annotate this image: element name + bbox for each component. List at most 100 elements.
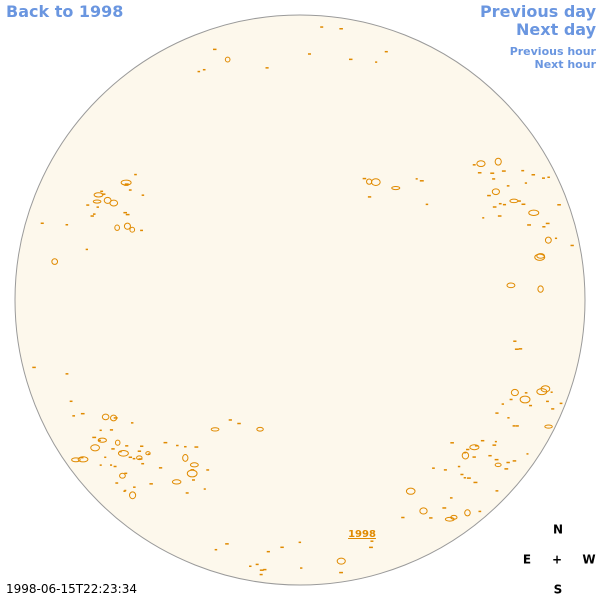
contour bbox=[92, 436, 97, 439]
contour bbox=[137, 450, 142, 452]
contour bbox=[176, 444, 179, 447]
contour bbox=[521, 203, 526, 206]
contour bbox=[185, 492, 189, 494]
contour bbox=[237, 422, 241, 425]
back-to-year-link[interactable]: Back to 1998 bbox=[6, 2, 124, 21]
contour bbox=[524, 182, 528, 184]
contour bbox=[339, 28, 343, 30]
contour bbox=[557, 204, 561, 206]
contour bbox=[494, 458, 499, 461]
contour bbox=[415, 178, 418, 180]
year-link[interactable]: 1998 bbox=[348, 529, 376, 540]
contour bbox=[524, 392, 528, 394]
contour bbox=[213, 48, 217, 51]
contour bbox=[466, 448, 470, 451]
contour bbox=[477, 172, 482, 174]
contour bbox=[527, 224, 532, 226]
contour bbox=[375, 61, 378, 63]
contour bbox=[497, 215, 502, 217]
contour bbox=[528, 209, 540, 217]
solar-disk bbox=[14, 14, 586, 586]
contour bbox=[128, 456, 133, 459]
contour bbox=[171, 479, 182, 485]
contour bbox=[384, 50, 388, 53]
contour bbox=[259, 569, 264, 571]
contour bbox=[92, 213, 96, 215]
contour bbox=[509, 198, 519, 204]
contour bbox=[163, 441, 168, 444]
contour bbox=[370, 540, 374, 542]
contour bbox=[492, 178, 496, 180]
contour bbox=[117, 449, 129, 457]
contour bbox=[114, 439, 121, 446]
previous-day-link[interactable]: Previous day bbox=[479, 2, 596, 21]
contour bbox=[149, 483, 153, 485]
contour bbox=[141, 194, 145, 196]
contour bbox=[123, 222, 131, 230]
contour bbox=[115, 482, 119, 484]
contour bbox=[90, 215, 94, 217]
contour bbox=[129, 226, 136, 233]
next-hour-link[interactable]: Next hour bbox=[534, 58, 597, 71]
contour bbox=[478, 510, 482, 513]
contour bbox=[546, 400, 549, 403]
contour bbox=[186, 469, 198, 478]
contour bbox=[97, 437, 107, 443]
contour bbox=[495, 490, 499, 492]
contour bbox=[515, 425, 519, 427]
contour bbox=[391, 185, 401, 191]
contour bbox=[203, 488, 206, 490]
previous-hour-link[interactable]: Previous hour bbox=[509, 45, 596, 58]
contour bbox=[228, 419, 232, 421]
contour bbox=[206, 469, 210, 471]
compass-east: E bbox=[523, 553, 531, 567]
contour bbox=[469, 444, 480, 451]
contour bbox=[551, 408, 555, 410]
contour bbox=[494, 440, 497, 443]
contour bbox=[40, 222, 44, 225]
contour bbox=[158, 467, 163, 469]
contour bbox=[111, 448, 115, 450]
contour bbox=[71, 457, 81, 463]
contour bbox=[460, 473, 464, 476]
contour bbox=[133, 486, 136, 488]
contour bbox=[482, 217, 485, 219]
magnetic-contours bbox=[32, 26, 574, 576]
contour bbox=[488, 454, 492, 457]
next-day-link[interactable]: Next day bbox=[516, 20, 596, 39]
contour bbox=[182, 453, 189, 462]
contour bbox=[109, 199, 119, 207]
contour bbox=[517, 200, 521, 202]
contour bbox=[92, 199, 102, 204]
contour bbox=[336, 557, 346, 565]
timestamp: 1998-06-15T22:23:34 bbox=[6, 582, 137, 596]
contour bbox=[101, 413, 110, 421]
contour bbox=[545, 222, 550, 225]
contour bbox=[450, 514, 458, 520]
contour bbox=[147, 453, 151, 455]
compass-west: W bbox=[582, 553, 595, 567]
contour bbox=[554, 237, 558, 240]
contour bbox=[570, 244, 574, 247]
contour bbox=[104, 456, 107, 459]
contour bbox=[501, 170, 506, 172]
contour bbox=[491, 188, 500, 196]
contour bbox=[100, 190, 104, 193]
contour bbox=[534, 253, 546, 261]
compass-north: N bbox=[553, 523, 563, 537]
contour bbox=[114, 224, 120, 231]
contour bbox=[256, 426, 264, 432]
contour bbox=[214, 548, 218, 551]
contour bbox=[492, 444, 497, 446]
contour bbox=[120, 179, 132, 186]
contour bbox=[113, 465, 117, 468]
contour bbox=[124, 183, 129, 185]
contour bbox=[140, 229, 143, 232]
contour bbox=[419, 507, 428, 515]
contour bbox=[123, 211, 127, 214]
compass-south: S bbox=[554, 583, 563, 597]
contour bbox=[550, 391, 553, 393]
contour bbox=[263, 568, 267, 571]
